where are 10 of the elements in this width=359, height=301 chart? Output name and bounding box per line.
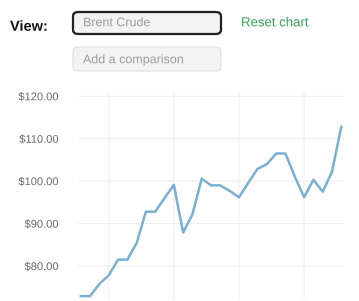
text: Add a comparison (83, 54, 183, 66)
y-tick-label: $80.00 (24, 262, 58, 271)
text: Reset chart (242, 16, 308, 27)
text: Brent Crude (84, 17, 150, 26)
y-tick-label: $90.00 (24, 219, 58, 228)
y-tick-label: $120.00 (18, 92, 58, 102)
text: View: (10, 20, 46, 31)
y-tick-label: $100.00 (18, 176, 58, 186)
line-series (80, 126, 343, 298)
y-tick-label: $110.00 (19, 134, 58, 144)
